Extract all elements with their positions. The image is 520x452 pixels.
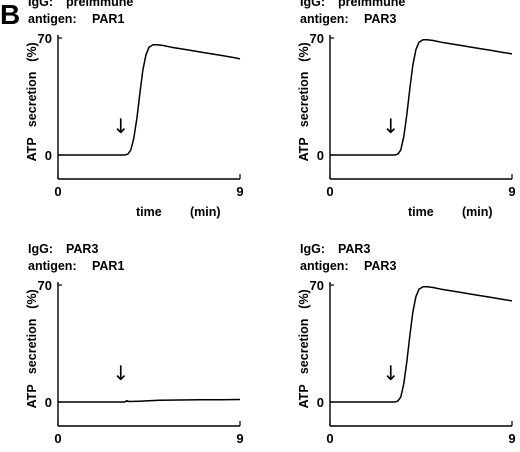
y-axis-title: ATP secretion — [25, 72, 39, 162]
antigen-value: PAR1 — [92, 12, 124, 26]
x-axis-title: time — [408, 205, 434, 219]
y-tick-label: 0 — [45, 395, 52, 410]
y-tick-label: 70 — [310, 278, 324, 293]
chart-panel-2: IgG: preimmune antigen: PAR3 0 70 0 9 time (min) A… — [297, 0, 516, 219]
x-axis-title: time — [136, 205, 162, 219]
y-tick-label: 70 — [310, 31, 324, 46]
y-axis-title: ATP secretion — [297, 319, 311, 409]
x-tick-label: 9 — [508, 431, 515, 446]
igg-label: IgG: — [300, 242, 325, 256]
antigen-label: antigen: — [28, 259, 77, 273]
x-axis-unit: (min) — [190, 205, 221, 219]
series-line — [330, 38, 513, 156]
y-axis-unit: (%) — [25, 289, 39, 308]
x-tick-label: 0 — [326, 431, 333, 446]
y-tick-label: 70 — [38, 31, 52, 46]
antigen-label: antigen: — [300, 12, 349, 26]
y-tick-label: 0 — [45, 148, 52, 163]
series-line — [58, 43, 241, 156]
antigen-label: antigen: — [300, 259, 349, 273]
x-tick-label: 0 — [54, 184, 61, 199]
y-tick-label: 0 — [317, 148, 324, 163]
y-axis-title: ATP secretion — [25, 319, 39, 409]
antigen-value: PAR1 — [92, 259, 124, 273]
x-tick-label: 9 — [236, 184, 243, 199]
series-line — [58, 398, 241, 403]
y-axis-unit: (%) — [297, 289, 311, 308]
igg-value: PAR3 — [338, 242, 370, 256]
x-tick-label: 0 — [326, 184, 333, 199]
stimulus-arrow: ↓ — [112, 361, 129, 385]
x-axis-unit: (min) — [462, 205, 493, 219]
stimulus-arrow: ↓ — [382, 361, 399, 385]
series-line — [330, 285, 513, 403]
y-axis-unit: (%) — [25, 42, 39, 61]
stimulus-arrow: ↓ — [382, 114, 399, 138]
stimulus-arrow: ↓ — [112, 114, 129, 138]
x-tick-label: 0 — [54, 431, 61, 446]
igg-value: PAR3 — [66, 242, 98, 256]
y-axis-unit: (%) — [297, 42, 311, 61]
igg-label: IgG: — [300, 0, 325, 9]
antigen-label: antigen: — [28, 12, 77, 26]
igg-label: IgG: — [28, 242, 53, 256]
y-tick-label: 70 — [38, 278, 52, 293]
x-tick-label: 9 — [236, 431, 243, 446]
x-tick-label: 9 — [508, 184, 515, 199]
chart-panel-1: IgG: preimmune antigen: PAR1 0 70 0 9 time (min) A… — [25, 0, 244, 219]
antigen-value: PAR3 — [364, 259, 396, 273]
y-tick-label: 0 — [317, 395, 324, 410]
igg-label: IgG: — [28, 0, 53, 9]
igg-value: preimmune — [338, 0, 405, 9]
panel-letter: B — [0, 0, 20, 30]
antigen-value: PAR3 — [364, 12, 396, 26]
igg-value: preimmune — [66, 0, 133, 9]
y-axis-title: ATP secretion — [297, 72, 311, 162]
